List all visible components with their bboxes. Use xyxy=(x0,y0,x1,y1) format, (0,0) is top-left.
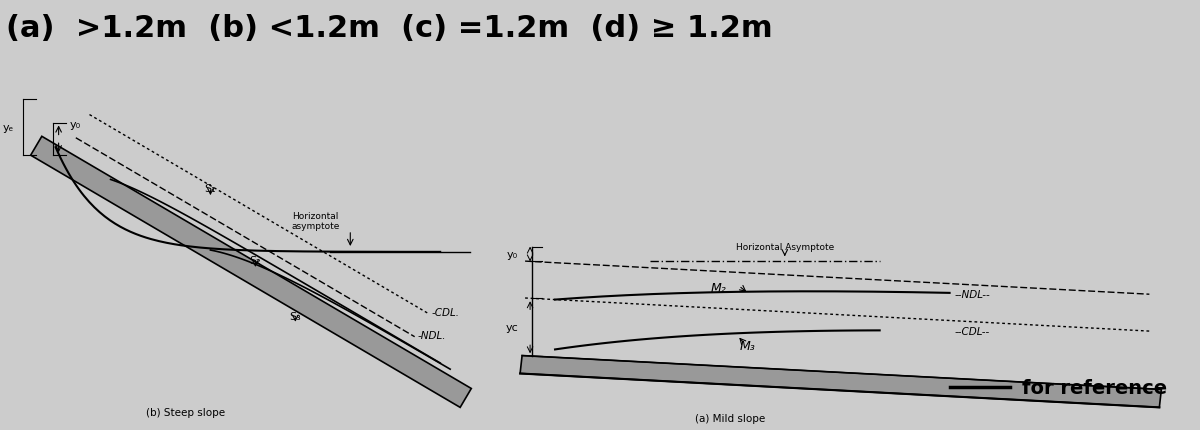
Text: S₁: S₁ xyxy=(205,184,216,194)
Text: M₃: M₃ xyxy=(739,339,755,352)
Text: y₀: y₀ xyxy=(70,120,82,129)
Text: --NDL--: --NDL-- xyxy=(954,289,990,300)
Text: Horizontal
asymptote: Horizontal asymptote xyxy=(292,211,340,230)
Text: S₂: S₂ xyxy=(250,255,262,265)
Text: M₂: M₂ xyxy=(710,282,726,295)
Text: (a)  >1.2m  (b) <1.2m  (c) =1.2m  (d) ≥ 1.2m: (a) >1.2m (b) <1.2m (c) =1.2m (d) ≥ 1.2m xyxy=(6,14,773,43)
Text: Horizontal Asymptote: Horizontal Asymptote xyxy=(736,243,834,252)
Text: yₑ: yₑ xyxy=(4,123,14,133)
Text: (a) Mild slope: (a) Mild slope xyxy=(695,413,764,424)
Text: -CDL.: -CDL. xyxy=(431,307,460,317)
Text: y₀: y₀ xyxy=(506,249,518,259)
Text: S₃: S₃ xyxy=(289,311,301,321)
Polygon shape xyxy=(31,137,472,408)
Text: -NDL.: -NDL. xyxy=(418,331,446,341)
Text: --CDL--: --CDL-- xyxy=(954,326,990,336)
Text: for reference: for reference xyxy=(1022,378,1166,397)
Polygon shape xyxy=(520,356,1162,408)
Text: (b) Steep slope: (b) Steep slope xyxy=(146,407,226,418)
Text: yᴄ: yᴄ xyxy=(505,322,518,332)
